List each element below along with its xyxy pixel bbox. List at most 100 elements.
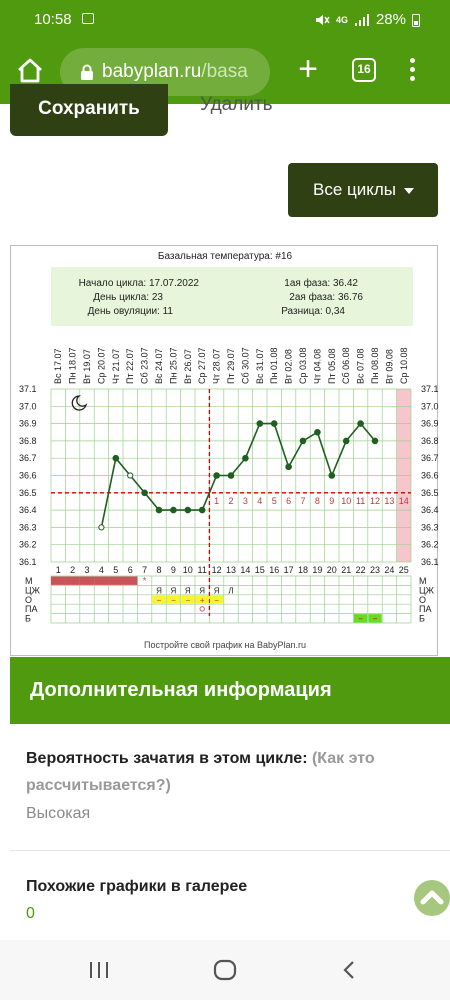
temperature-point — [155, 506, 163, 514]
y-tick-label-left: 36.4 — [19, 505, 37, 515]
how-calculated-link[interactable]: (Как это — [311, 750, 375, 767]
y-tick-label-right: 37.0 — [421, 401, 439, 411]
conception-probability-label: Вероятность зачатия в этом цикле: (Как э… — [26, 750, 375, 768]
phase-difference: Разница: 0,34 — [281, 306, 345, 317]
ovulation-test-cell — [166, 595, 181, 604]
y-tick-label-left: 37.0 — [19, 401, 37, 411]
menstruation-cell — [94, 576, 109, 585]
chevron-up-icon — [420, 890, 444, 905]
ovulation-test-mark: − — [157, 596, 162, 605]
temperature-point — [198, 506, 206, 514]
cycle-day: День цикла: 23 — [93, 292, 163, 303]
row-label-right: О — [419, 595, 426, 605]
ovulation-test-mark: − — [171, 596, 176, 605]
row-label-left: ПА — [25, 604, 37, 614]
y-tick-label-left: 36.1 — [19, 557, 37, 567]
mute-icon — [315, 14, 330, 25]
temperature-point — [357, 420, 364, 427]
y-tick-label-left: 36.9 — [19, 419, 37, 429]
b-row-cell — [368, 614, 382, 623]
image-icon — [82, 13, 94, 24]
delete-button[interactable]: Удалить — [200, 94, 273, 115]
scroll-to-top-button[interactable] — [414, 880, 450, 916]
menstruation-cell — [123, 576, 138, 585]
y-tick-label-right: 36.1 — [421, 557, 439, 567]
date-label: Пт 05.08 — [327, 348, 337, 384]
bbt-chart-svg: Базальная температура: #16 Начало цикла:… — [19, 251, 439, 650]
similar-charts-label: Похожие графики в галерее — [26, 878, 248, 895]
luteal-day-label: 10 — [341, 496, 351, 506]
menstruation-cell — [79, 576, 95, 585]
y-tick-label-right: 37.1 — [421, 384, 439, 394]
phase1-temp: 1ая фаза: 36.42 — [284, 277, 358, 289]
b-row-mark: − — [373, 615, 378, 624]
cervical-mucus-mark: Я — [156, 586, 162, 595]
luteal-day-label: 9 — [329, 496, 334, 506]
y-tick-label-left: 36.7 — [19, 453, 37, 463]
recent-apps-icon[interactable] — [88, 960, 110, 980]
b-row-mark: − — [358, 615, 363, 624]
day-number-label: 4 — [99, 565, 104, 575]
luteal-day-label: 12 — [370, 496, 380, 506]
cervical-mucus-mark: Я — [171, 586, 177, 595]
phase2-temp: 2ая фаза: 36.76 — [289, 291, 363, 303]
menu-icon[interactable] — [404, 56, 420, 86]
status-right: 4G 28% — [314, 11, 420, 28]
new-tab-button[interactable]: + — [298, 50, 318, 88]
chart-grid — [50, 388, 412, 624]
row-label-right: ПА — [419, 604, 431, 614]
signal-icon — [354, 13, 369, 26]
home-icon[interactable] — [14, 55, 46, 87]
day-number-label: 11 — [198, 565, 207, 575]
luteal-day-label: 7 — [300, 496, 305, 506]
y-tick-label-right: 36.5 — [421, 488, 439, 498]
cervical-mucus-mark: Л — [228, 586, 233, 595]
divider — [10, 850, 450, 851]
date-label: Вс 31.07 — [255, 348, 265, 384]
date-label: Вс 17.07 — [53, 348, 63, 384]
back-icon[interactable] — [342, 960, 356, 980]
temperature-point — [285, 463, 292, 471]
y-tick-label-left: 36.2 — [19, 540, 37, 550]
temperature-point — [98, 524, 105, 531]
day-number-label: 24 — [384, 565, 394, 575]
similar-charts-count[interactable]: 0 — [26, 905, 35, 922]
temperature-point — [371, 437, 379, 445]
day-number-label: 9 — [171, 565, 176, 575]
day-number-label: 6 — [128, 565, 133, 575]
all-cycles-button[interactable]: Все циклы — [288, 163, 438, 217]
y-tick-label-left: 36.5 — [19, 488, 37, 498]
day-number-label: 20 — [327, 565, 337, 575]
tab-switcher-button[interactable]: 16 — [352, 58, 376, 82]
date-label: Пн 08.08 — [370, 348, 380, 384]
home-nav-icon[interactable] — [213, 959, 237, 981]
ovulation-test-cell — [195, 595, 209, 604]
system-nav-bar — [0, 940, 450, 1000]
day-number-label: 2 — [70, 565, 75, 575]
date-label: Сб 30.07 — [240, 347, 250, 384]
address-bar[interactable]: babyplan.ru/basa — [60, 48, 270, 96]
day-number-label: 23 — [370, 565, 380, 575]
url-host: babyplan.ru — [102, 61, 202, 82]
chart-footer: Постройте свой график на BabyPlan.ru — [144, 640, 306, 650]
moon-icon — [71, 395, 88, 411]
date-label: Чт 28.07 — [212, 349, 222, 384]
temperature-point — [342, 437, 350, 445]
ovulation-test-mark: − — [185, 596, 190, 605]
save-button[interactable]: Сохранить — [10, 84, 168, 136]
temperature-line — [100, 422, 376, 528]
day-number-label: 14 — [240, 565, 250, 575]
menstruation-cell — [65, 576, 80, 585]
luteal-day-label: 8 — [315, 496, 320, 506]
cycle-start: Начало цикла: 17.07.2022 — [79, 278, 200, 289]
probability-label-text: Вероятность зачатия в этом цикле: — [26, 750, 308, 767]
date-label: Ср 20.07 — [96, 347, 106, 384]
y-tick-label-left: 36.6 — [19, 471, 37, 481]
cervical-mucus-mark: Я — [185, 586, 191, 595]
date-label: Ср 10.08 — [399, 347, 409, 384]
how-calculated-link-cont[interactable]: рассчитывается?) — [26, 777, 171, 794]
intercourse-mark — [199, 606, 205, 612]
date-label: Пн 25.07 — [168, 348, 178, 384]
ovulation-test-cell — [181, 595, 195, 604]
temperature-point — [299, 437, 307, 445]
